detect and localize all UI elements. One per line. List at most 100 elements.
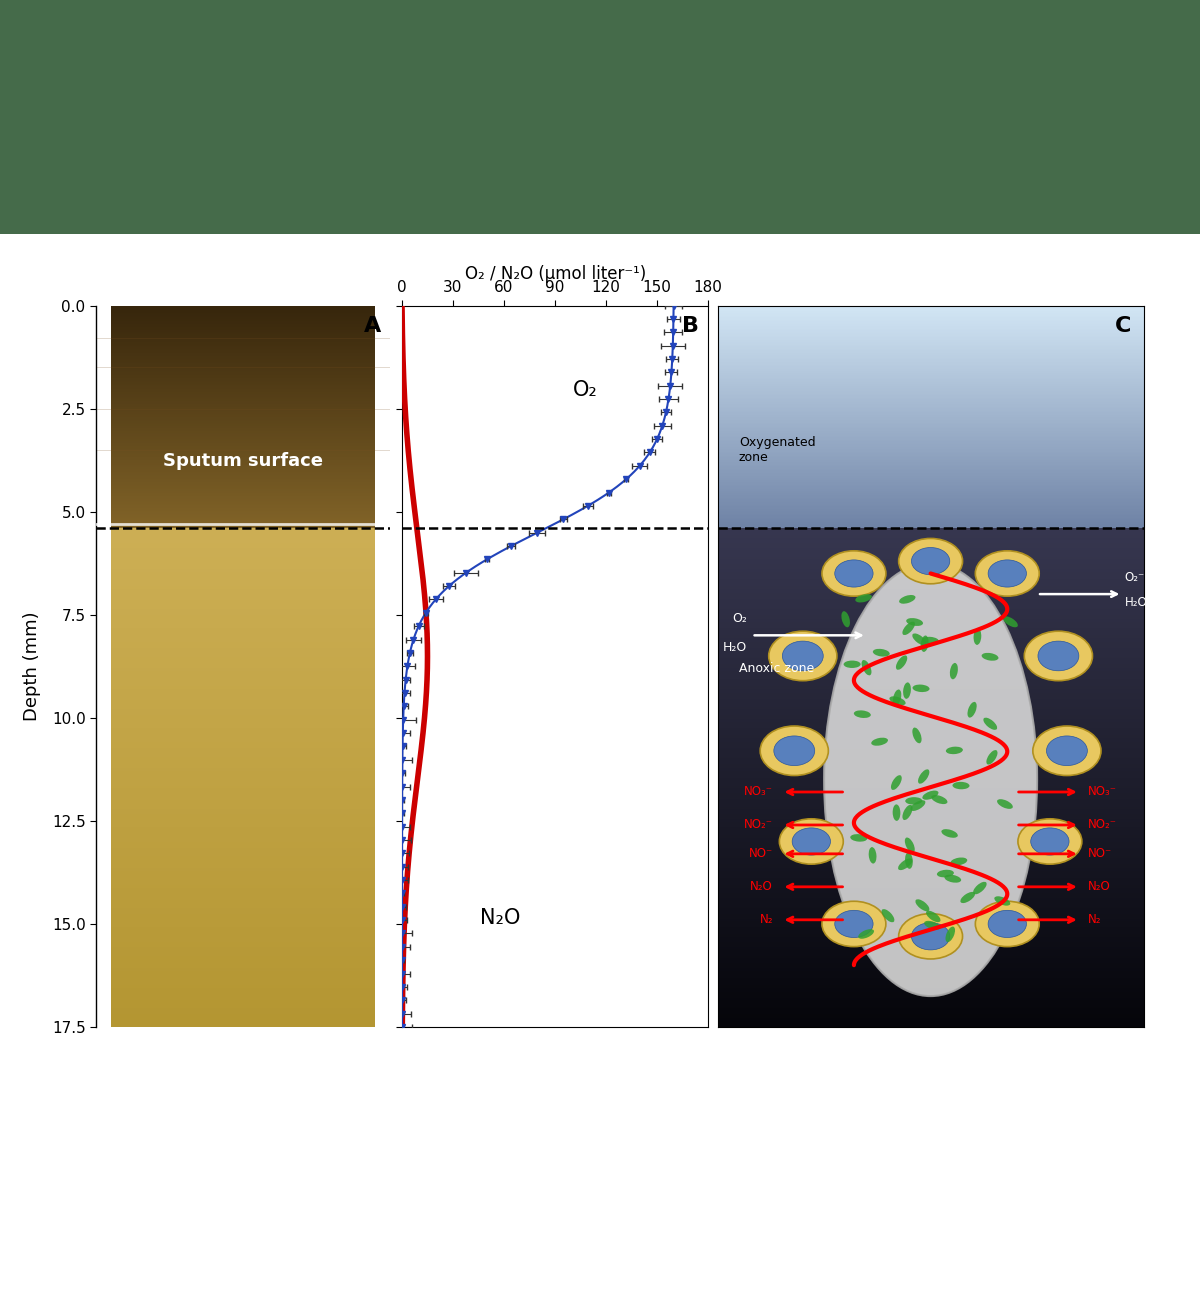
Ellipse shape (905, 853, 913, 868)
Ellipse shape (854, 710, 871, 718)
Text: NO₂⁻: NO₂⁻ (1088, 819, 1117, 832)
Text: O₂ / N₂O (μmol liter⁻¹): O₂ / N₂O (μmol liter⁻¹) (464, 265, 647, 283)
Ellipse shape (983, 718, 997, 729)
Ellipse shape (918, 770, 929, 784)
Ellipse shape (869, 848, 876, 863)
Ellipse shape (1033, 725, 1102, 776)
Ellipse shape (1031, 828, 1069, 855)
Text: Anoxic zone: Anoxic zone (739, 662, 814, 675)
Text: H₂O: H₂O (724, 641, 748, 654)
Ellipse shape (822, 901, 886, 946)
Ellipse shape (899, 538, 962, 584)
Ellipse shape (946, 927, 955, 942)
Text: Oxygenated
zone: Oxygenated zone (739, 436, 816, 464)
Ellipse shape (912, 685, 930, 692)
Ellipse shape (937, 870, 954, 878)
Text: Sputum surface: Sputum surface (163, 452, 323, 471)
Ellipse shape (858, 930, 874, 939)
Ellipse shape (889, 697, 906, 706)
Ellipse shape (906, 618, 923, 627)
Ellipse shape (960, 892, 976, 903)
Ellipse shape (976, 551, 1039, 597)
Ellipse shape (902, 805, 912, 820)
Text: N₂O: N₂O (750, 880, 773, 893)
Ellipse shape (1018, 819, 1082, 864)
Ellipse shape (882, 909, 894, 922)
Ellipse shape (912, 728, 922, 744)
Ellipse shape (923, 790, 938, 800)
Ellipse shape (912, 547, 949, 575)
Text: N₂: N₂ (760, 914, 773, 927)
Ellipse shape (922, 637, 940, 645)
Ellipse shape (835, 560, 874, 588)
Ellipse shape (931, 796, 948, 805)
Ellipse shape (988, 910, 1026, 937)
Y-axis label: Depth (mm): Depth (mm) (23, 611, 41, 722)
Text: N₂: N₂ (1088, 914, 1102, 927)
Ellipse shape (995, 896, 1010, 906)
Ellipse shape (997, 800, 1013, 809)
Text: N₂O: N₂O (1088, 880, 1111, 893)
Ellipse shape (950, 663, 958, 680)
Ellipse shape (946, 746, 962, 754)
Text: O₂⁻: O₂⁻ (1124, 571, 1145, 584)
Ellipse shape (760, 725, 828, 776)
Ellipse shape (973, 881, 986, 894)
Ellipse shape (872, 649, 889, 656)
Ellipse shape (898, 858, 912, 870)
Ellipse shape (924, 920, 941, 930)
Ellipse shape (905, 837, 914, 853)
Text: B: B (682, 316, 698, 337)
Text: N₂O: N₂O (480, 907, 521, 928)
Ellipse shape (982, 653, 998, 660)
Ellipse shape (1025, 632, 1092, 681)
Text: C: C (1115, 316, 1130, 337)
Ellipse shape (1046, 736, 1087, 766)
Ellipse shape (967, 702, 977, 718)
Ellipse shape (893, 689, 901, 706)
Text: NO₃⁻: NO₃⁻ (744, 785, 773, 798)
Ellipse shape (844, 660, 860, 668)
Ellipse shape (950, 858, 967, 866)
Ellipse shape (986, 750, 997, 764)
Ellipse shape (835, 910, 874, 937)
Ellipse shape (841, 611, 850, 628)
Ellipse shape (912, 633, 926, 645)
Ellipse shape (896, 655, 907, 670)
Ellipse shape (862, 660, 871, 676)
Ellipse shape (988, 560, 1026, 588)
Ellipse shape (941, 829, 958, 837)
Ellipse shape (905, 797, 923, 805)
Ellipse shape (774, 736, 815, 766)
Ellipse shape (856, 594, 872, 602)
Ellipse shape (912, 923, 949, 950)
Text: H₂O₂: H₂O₂ (1124, 595, 1152, 608)
Text: NO⁻: NO⁻ (1088, 848, 1112, 861)
Ellipse shape (893, 805, 900, 820)
Ellipse shape (792, 828, 830, 855)
Text: NO₃⁻: NO₃⁻ (1088, 785, 1117, 798)
Ellipse shape (769, 632, 836, 681)
Bar (0, 0, 1200, 234)
Ellipse shape (976, 901, 1039, 946)
Ellipse shape (911, 801, 925, 811)
Ellipse shape (1038, 641, 1079, 671)
Ellipse shape (782, 641, 823, 671)
Ellipse shape (851, 835, 868, 841)
Text: O₂: O₂ (574, 380, 598, 400)
Ellipse shape (920, 636, 929, 651)
Ellipse shape (953, 781, 970, 789)
Ellipse shape (904, 682, 911, 699)
Ellipse shape (944, 875, 961, 883)
Ellipse shape (822, 551, 886, 597)
Ellipse shape (890, 775, 901, 790)
Text: NO⁻: NO⁻ (749, 848, 773, 861)
Ellipse shape (779, 819, 844, 864)
Ellipse shape (973, 628, 982, 645)
Ellipse shape (871, 737, 888, 746)
Ellipse shape (916, 900, 929, 911)
Text: NO₂⁻: NO₂⁻ (744, 819, 773, 832)
Ellipse shape (1003, 616, 1018, 628)
Ellipse shape (899, 914, 962, 959)
Ellipse shape (824, 563, 1037, 996)
